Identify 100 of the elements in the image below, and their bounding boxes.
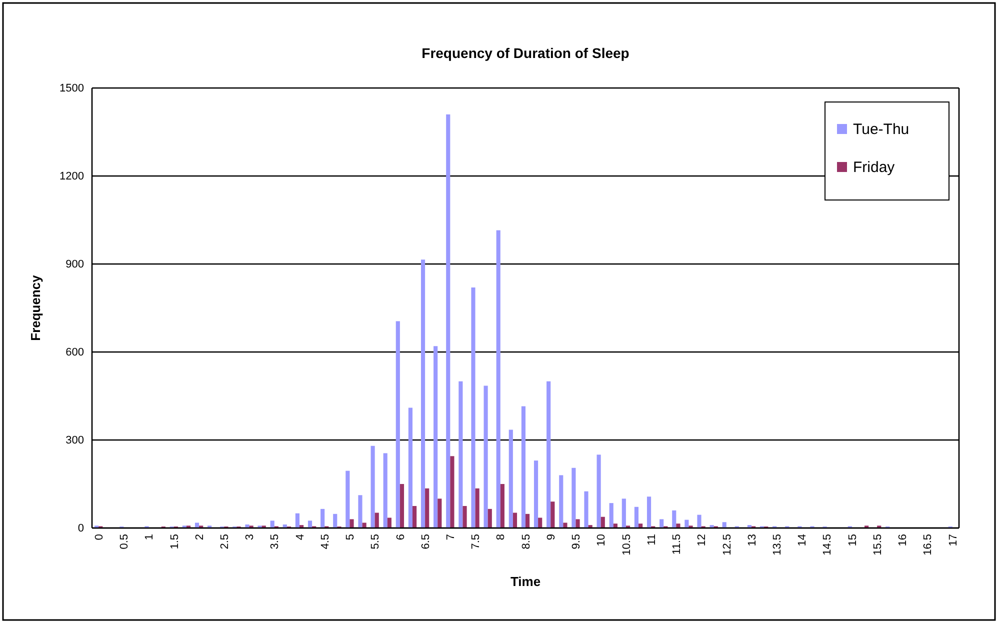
x-tick-label: 10 [596,534,608,546]
x-tick-label: 7 [445,534,458,540]
bar [462,506,467,528]
bar [534,460,538,528]
legend-label: Tue-Thu [853,121,910,138]
bar [396,321,400,528]
bar [387,518,392,528]
x-tick-label: 11 [646,534,658,546]
bar [446,114,450,528]
bar [412,506,417,528]
y-axis-title: Frequency [28,274,43,341]
bar [672,510,676,528]
bar [295,513,300,528]
x-tick-label: 11.5 [671,534,684,555]
bar [622,498,626,528]
bar [684,520,689,528]
y-tick-label: 900 [66,258,84,271]
x-tick-label: 0 [93,534,106,540]
bar [245,524,250,528]
bar [346,470,350,528]
x-tick-label: 0.5 [118,534,131,550]
bar [475,488,480,528]
x-tick-label: 12.5 [721,534,734,556]
x-tick-label: 16.5 [922,534,934,556]
bar [425,488,430,528]
bar [538,518,542,528]
x-tick-label: 6.5 [420,534,432,550]
x-tick-label: 6 [394,534,407,540]
bar [722,522,726,528]
bar [646,496,652,528]
bar [370,446,375,528]
x-tick-label: 13.5 [771,534,784,556]
x-tick-label: 9.5 [570,534,583,550]
x-axis-title: Time [510,574,541,589]
x-tick-label: 16 [897,534,910,546]
y-tick-label: 1500 [60,82,84,95]
bar [450,456,454,528]
x-tick-label: 9 [545,534,558,540]
legend-label: Friday [853,159,896,176]
bar [508,430,513,528]
x-tick-label: 5.5 [370,534,382,550]
bar [320,508,325,528]
x-tick-label: 8 [495,534,508,540]
bar [471,287,476,528]
bar [660,519,664,528]
chart-title: Frequency of Duration of Sleep [422,45,630,61]
y-tick-label: 1200 [60,170,84,183]
x-tick-label: 4.5 [319,534,332,550]
bar [400,484,404,528]
bar [358,495,362,528]
bar [438,498,442,528]
bar [308,520,312,528]
x-tick-label: 3 [244,534,256,540]
x-tick-label: 13 [746,534,758,546]
bar [550,502,555,528]
bar [676,524,680,528]
bar [526,514,530,528]
x-tick-label: 1.5 [168,534,181,550]
bar [383,453,388,528]
x-tick-label: 8.5 [520,534,532,550]
bar [521,406,526,528]
bar [488,508,492,528]
x-tick-label: 14.5 [822,534,834,556]
bar [576,519,580,528]
x-tick-label: 1 [144,534,156,540]
bar [563,522,568,528]
bar [374,512,379,528]
bar [408,408,412,528]
x-tick-label: 2.5 [219,534,232,550]
x-tick-label: 12 [696,534,708,546]
bar [333,514,338,528]
bar [596,454,601,528]
x-tick-label: 7.5 [470,534,482,550]
x-tick-label: 2 [194,534,206,540]
bar [500,484,504,528]
bar [600,516,605,528]
x-tick-label: 4 [294,534,306,540]
bar [559,475,564,528]
bar [512,512,518,528]
bar [420,260,426,528]
x-tick-label: 14 [796,534,809,546]
bar [458,381,463,528]
bar [484,386,488,528]
x-tick-label: 3.5 [269,534,282,550]
bar [350,519,354,528]
bar [546,381,551,528]
x-tick-label: 10.5 [620,534,633,556]
bar [572,468,576,528]
x-tick-label: 15.5 [872,534,884,556]
bar [270,520,274,528]
bar [496,230,500,528]
x-tick-label: 17 [947,534,960,546]
x-tick-label: 5 [344,534,357,540]
bar [362,522,366,528]
y-tick-label: 300 [66,434,84,447]
bar [584,491,588,528]
x-tick-label: 15 [846,534,859,546]
bar [609,503,614,528]
bar [194,522,200,528]
bar [697,514,702,528]
